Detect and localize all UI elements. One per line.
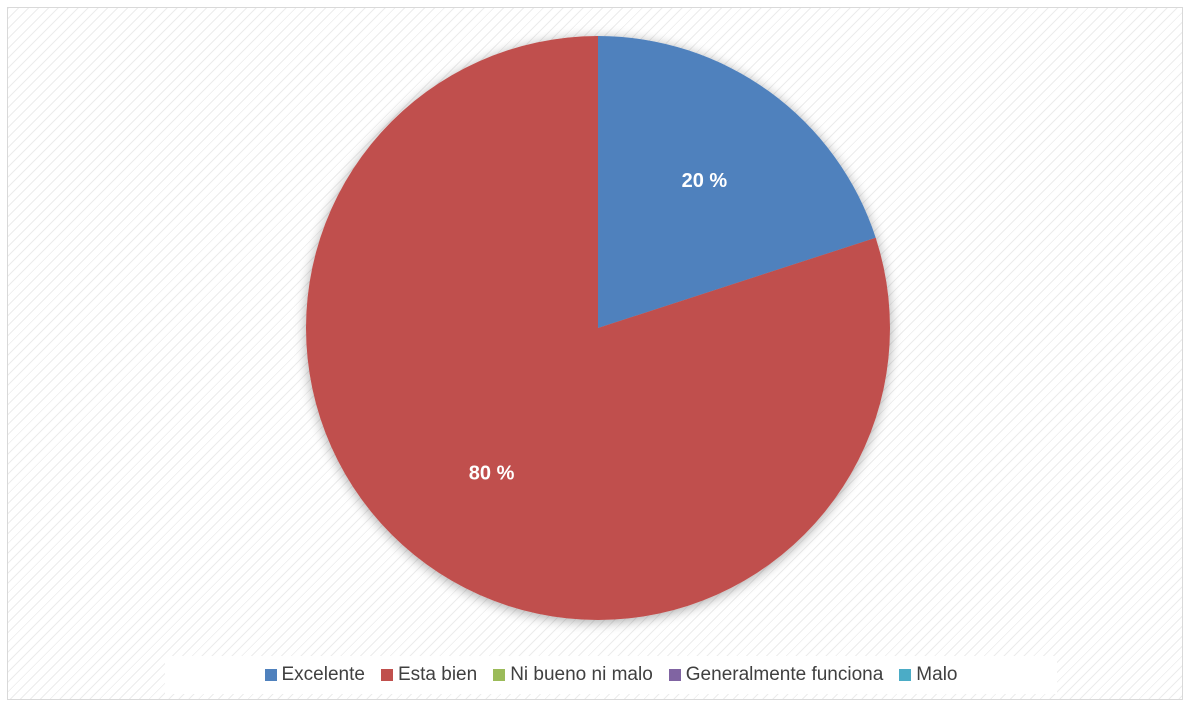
- legend-label: Generalmente funciona: [685, 664, 884, 685]
- legend-swatch-excelente: [264, 669, 277, 681]
- legend-label: Excelente: [281, 664, 365, 685]
- data-label-esta-bien: 80 %: [469, 463, 515, 485]
- legend: Excelente Esta bien Ni bueno ni malo Genera…: [165, 656, 1057, 694]
- legend-item-ni-bueno-ni-malo: Ni bueno ni malo: [493, 664, 653, 686]
- data-label-excelente: 20 %: [682, 170, 728, 192]
- legend-swatch-esta-bien: [380, 669, 393, 681]
- pie-slice-excelente: [598, 36, 876, 328]
- legend-swatch-generalmente-funciona: [668, 669, 681, 681]
- legend-label: Ni bueno ni malo: [510, 664, 653, 685]
- legend-item-malo: Malo: [899, 664, 957, 686]
- pie-slice-esta-bien: [306, 36, 891, 621]
- legend-item-generalmente-funciona: Generalmente funciona: [668, 664, 884, 686]
- legend-label: Malo: [916, 664, 958, 685]
- legend-item-excelente: Excelente: [264, 664, 365, 686]
- legend-swatch-malo: [899, 669, 912, 681]
- legend-swatch-ni-bueno-ni-malo: [493, 669, 506, 681]
- legend-label: Esta bien: [397, 664, 478, 685]
- legend-item-esta-bien: Esta bien: [380, 664, 478, 686]
